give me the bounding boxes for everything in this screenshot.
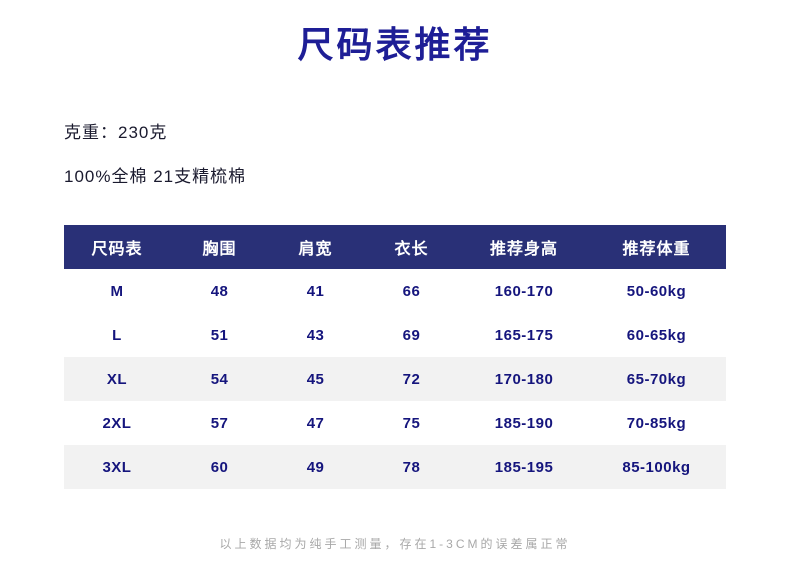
table-row: M 48 41 66 160-170 50-60kg	[64, 269, 726, 313]
weight-line: 克重：230克	[64, 123, 168, 142]
table-cell: L	[112, 326, 122, 344]
table-cell: 185-190	[494, 414, 554, 432]
table-cell: 70-85kg	[626, 414, 687, 432]
table-cell: 48	[210, 282, 229, 300]
size-table-body: M 48 41 66 160-170 50-60kg L 51 43 69 165-175 60-65…	[64, 269, 726, 489]
table-cell: 60	[210, 458, 229, 476]
fabric-line: 100%全棉 21支精梳棉	[64, 167, 247, 186]
column-header: 尺码表	[64, 225, 170, 269]
table-cell: 160-170	[494, 282, 554, 300]
table-cell: 49	[306, 458, 325, 476]
table-cell: 3XL	[102, 458, 132, 476]
table-cell: 41	[306, 282, 325, 300]
table-cell: 47	[306, 414, 325, 432]
size-table-header: 尺码表 胸围 肩宽 衣长 推荐身高 推荐体重	[64, 225, 726, 269]
table-cell: 45	[306, 370, 325, 388]
table-cell: 60-65kg	[626, 326, 687, 344]
column-header: 肩宽	[269, 225, 362, 269]
table-cell: 2XL	[102, 414, 132, 432]
table-cell: 185-195	[494, 458, 554, 476]
column-header: 衣长	[361, 225, 462, 269]
table-cell: 57	[210, 414, 229, 432]
table-row: XL 54 45 72 170-180 65-70kg	[64, 357, 726, 401]
table-header-row: 尺码表 胸围 肩宽 衣长 推荐身高 推荐体重	[64, 225, 726, 269]
table-row: 2XL 57 47 75 185-190 70-85kg	[64, 401, 726, 445]
size-chart-page: 尺码表推荐 克重：230克 100%全棉 21支精梳棉 尺码表 胸围 肩宽 衣长 推荐身…	[0, 16, 790, 566]
table-cell: 85-100kg	[622, 458, 691, 476]
column-header: 推荐体重	[586, 225, 726, 269]
table-cell: 51	[210, 326, 229, 344]
table-cell: 69	[402, 326, 421, 344]
table-cell: 72	[402, 370, 421, 388]
table-row: 3XL 60 49 78 185-195 85-100kg	[64, 445, 726, 489]
table-cell: 66	[402, 282, 421, 300]
size-table: 尺码表 胸围 肩宽 衣长 推荐身高 推荐体重 M 48 41 66 160-170 50-60kg L…	[64, 225, 726, 489]
column-header: 推荐身高	[461, 225, 587, 269]
table-cell: 65-70kg	[626, 370, 687, 388]
table-cell: 165-175	[494, 326, 554, 344]
column-header: 胸围	[169, 225, 270, 269]
table-cell: XL	[106, 370, 128, 388]
page-title: 尺码表推荐	[297, 24, 493, 65]
table-cell: 54	[210, 370, 229, 388]
table-cell: 43	[306, 326, 325, 344]
table-cell: 78	[402, 458, 421, 476]
table-cell: 170-180	[494, 370, 554, 388]
measurement-footnote: 以上数据均为纯手工测量，存在1-3CM的误差属正常	[219, 537, 571, 551]
table-cell: 50-60kg	[626, 282, 687, 300]
table-row: L 51 43 69 165-175 60-65kg	[64, 313, 726, 357]
table-cell: 75	[402, 414, 421, 432]
table-cell: M	[110, 282, 124, 300]
